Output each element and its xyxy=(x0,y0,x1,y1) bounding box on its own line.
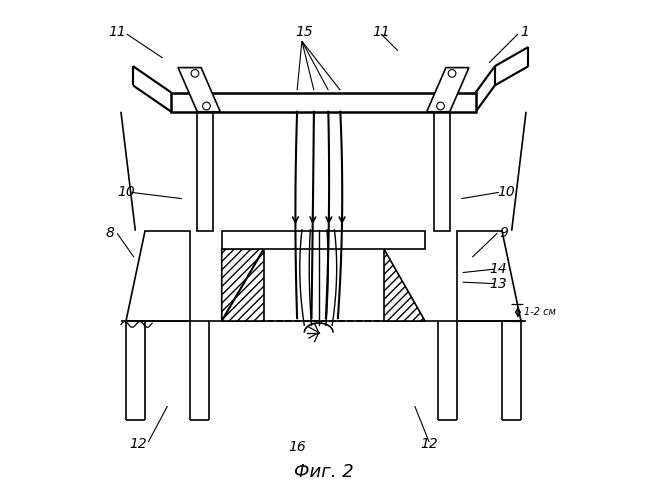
Polygon shape xyxy=(384,249,425,320)
Polygon shape xyxy=(457,231,521,320)
Text: 9: 9 xyxy=(499,226,508,240)
Text: 13: 13 xyxy=(490,276,508,290)
Polygon shape xyxy=(222,249,263,320)
Text: 10: 10 xyxy=(497,186,515,200)
Bar xyxy=(171,92,476,112)
Polygon shape xyxy=(126,231,190,320)
Text: 1-2 см: 1-2 см xyxy=(524,307,556,317)
Text: 15: 15 xyxy=(296,24,313,38)
Polygon shape xyxy=(427,68,469,112)
Text: 12: 12 xyxy=(420,438,438,452)
Bar xyxy=(434,112,450,231)
Text: 16: 16 xyxy=(288,440,306,454)
Text: 12: 12 xyxy=(130,438,148,452)
Text: 11: 11 xyxy=(108,24,126,38)
Text: 1: 1 xyxy=(521,24,529,38)
Polygon shape xyxy=(222,249,263,320)
Bar xyxy=(197,112,213,231)
Text: 8: 8 xyxy=(105,226,115,240)
Text: 14: 14 xyxy=(490,262,508,276)
Text: Фиг. 2: Фиг. 2 xyxy=(294,463,353,481)
Text: 10: 10 xyxy=(118,186,136,200)
Text: 11: 11 xyxy=(372,24,390,38)
Bar xyxy=(222,231,425,249)
Polygon shape xyxy=(178,68,220,112)
